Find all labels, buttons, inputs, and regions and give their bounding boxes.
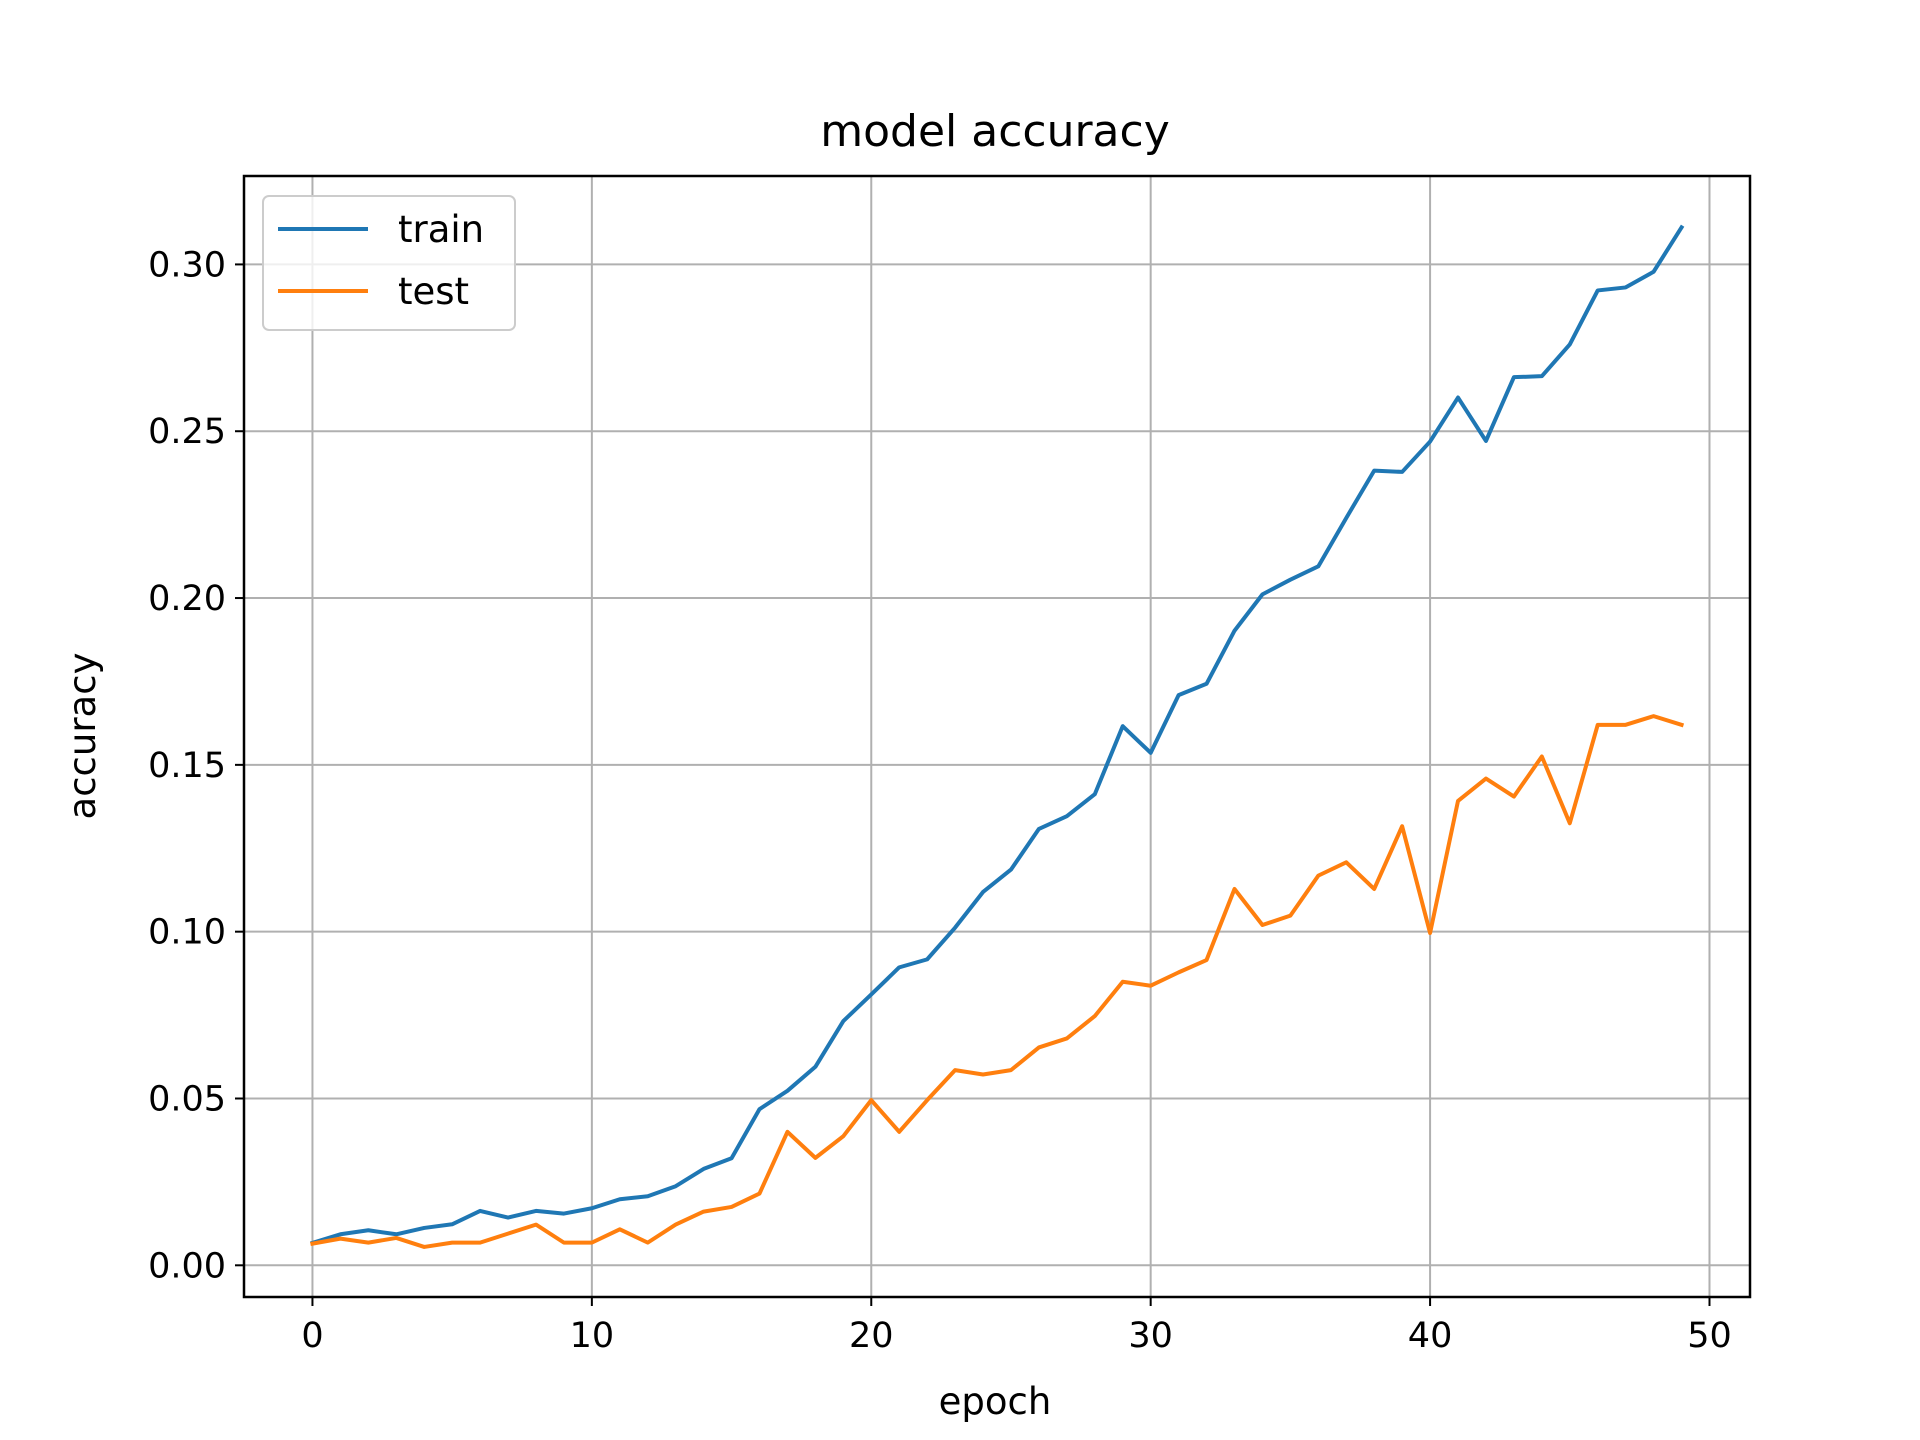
series-line-test — [310, 714, 1685, 1249]
y-tick-label: 0.30 — [148, 245, 226, 285]
y-axis: 0.00 0.05 0.10 0.15 0.20 0.25 0.30 — [148, 245, 244, 1286]
x-tick-label: 10 — [570, 1316, 615, 1356]
plot-frame — [242, 174, 1752, 1299]
y-tick-label: 0.25 — [148, 412, 226, 452]
x-tick-label: 0 — [301, 1316, 323, 1356]
y-axis-label: accuracy — [61, 653, 104, 820]
y-tick-label: 0.15 — [148, 746, 226, 786]
x-tick-label: 20 — [849, 1316, 894, 1356]
axes-layer — [242, 174, 1752, 1299]
x-axis-label: epoch — [939, 1380, 1052, 1423]
series-layer — [309, 224, 1685, 1249]
y-tick-label: 0.10 — [148, 913, 226, 953]
legend-label-train: train — [398, 208, 484, 251]
legend: train test — [262, 195, 516, 331]
x-tick-label: 40 — [1408, 1316, 1453, 1356]
y-tick-label: 0.20 — [148, 579, 226, 619]
y-tick-label: 0.00 — [148, 1246, 226, 1286]
x-axis: 0 10 20 30 40 50 — [301, 1297, 1732, 1356]
x-tick-label: 50 — [1687, 1316, 1732, 1356]
grid-layer — [244, 176, 1750, 1297]
chart-title: model accuracy — [820, 106, 1170, 157]
y-tick-label: 0.05 — [148, 1079, 226, 1119]
series-line-train — [309, 224, 1685, 1246]
x-tick-label: 30 — [1128, 1316, 1173, 1356]
legend-label-test: test — [398, 270, 469, 313]
